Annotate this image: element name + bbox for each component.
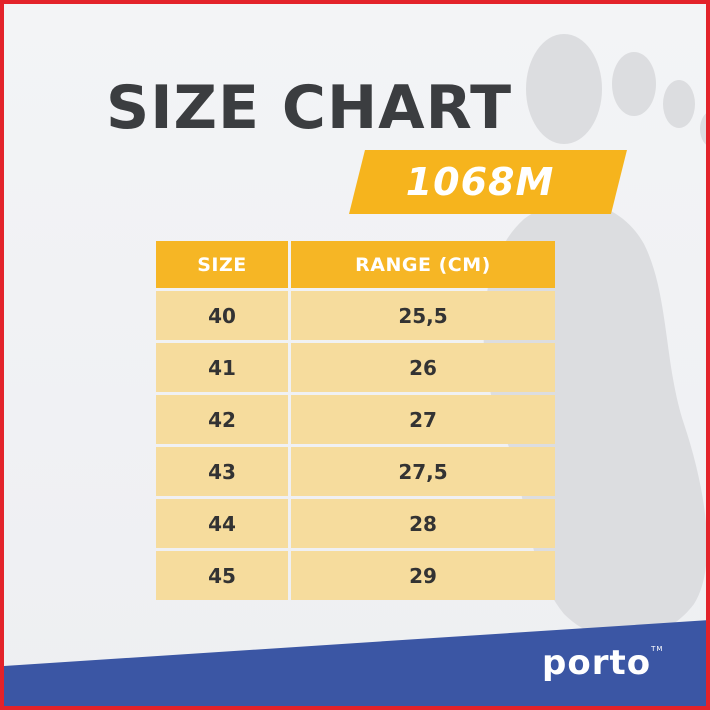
table-row: 44 28 (156, 499, 555, 548)
table-row: 41 26 (156, 343, 555, 392)
trademark-mark: TM (651, 645, 664, 653)
column-header-range: RANGE (CM) (291, 241, 555, 288)
range-cell: 27 (291, 395, 555, 444)
model-number: 1068M (405, 160, 555, 204)
table-row: 43 27,5 (156, 447, 555, 496)
size-cell: 41 (156, 343, 288, 392)
range-cell: 27,5 (291, 447, 555, 496)
table-row: 45 29 (156, 551, 555, 600)
table-row: 42 27 (156, 395, 555, 444)
range-cell: 26 (291, 343, 555, 392)
table-row: 40 25,5 (156, 291, 555, 340)
footer-band (4, 620, 706, 706)
porto-logo: portoTM (542, 643, 664, 683)
range-cell: 25,5 (291, 291, 555, 340)
size-cell: 40 (156, 291, 288, 340)
range-cell: 29 (291, 551, 555, 600)
size-cell: 45 (156, 551, 288, 600)
page-title: SIZE CHART (106, 73, 513, 143)
size-table: SIZE RANGE (CM) 40 25,5 41 26 42 27 43 2… (153, 238, 558, 603)
table-header-row: SIZE RANGE (CM) (156, 241, 555, 288)
range-cell: 28 (291, 499, 555, 548)
size-cell: 42 (156, 395, 288, 444)
column-header-size: SIZE (156, 241, 288, 288)
size-cell: 44 (156, 499, 288, 548)
logo-text: porto (542, 643, 652, 683)
size-cell: 43 (156, 447, 288, 496)
